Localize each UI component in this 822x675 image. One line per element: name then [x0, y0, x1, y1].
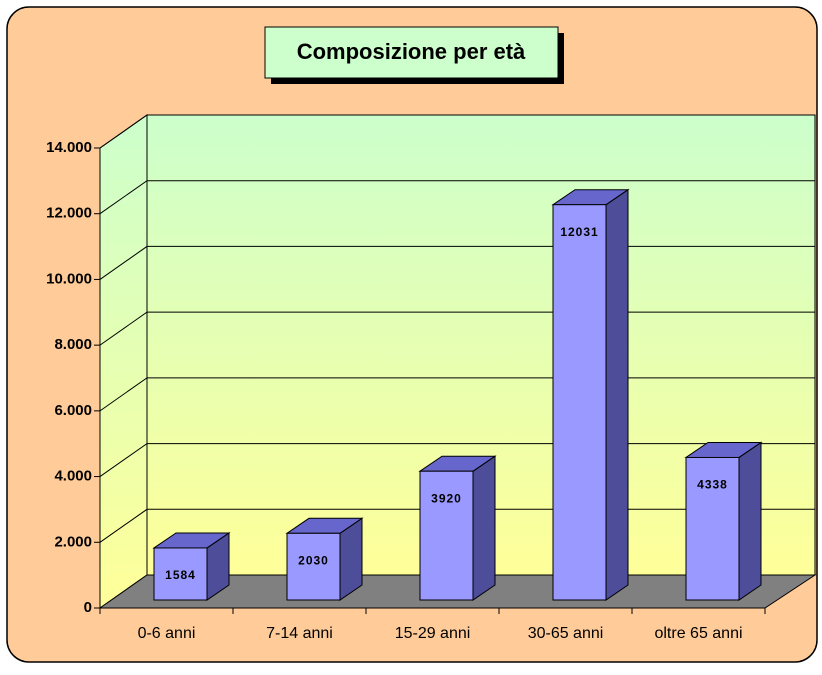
- bar-side: [472, 455, 496, 601]
- grid-line: [99, 180, 815, 215]
- y-tick-label: 2.000: [54, 533, 92, 550]
- title-box: [264, 26, 559, 79]
- y-tick-label: 0: [84, 599, 92, 616]
- bar: [153, 547, 208, 601]
- value-label: 1584: [165, 568, 196, 582]
- value-label: 3920: [431, 491, 462, 505]
- bar-side: [605, 188, 629, 601]
- y-tick-label: 14.000: [46, 139, 92, 156]
- x-tick-label: 30-65 anni: [528, 625, 604, 642]
- bar-side: [738, 441, 762, 601]
- y-tick-label: 8.000: [54, 336, 92, 353]
- chart-title: Composizione per età: [297, 39, 526, 64]
- bar: [685, 456, 740, 601]
- x-tick-label: oltre 65 anni: [654, 625, 742, 642]
- side-wall: [99, 114, 148, 609]
- y-tick-label: 6.000: [54, 402, 92, 419]
- y-tick-label: 12.000: [46, 205, 92, 222]
- value-label: 2030: [298, 553, 329, 567]
- y-tick-label: 10.000: [46, 270, 92, 287]
- y-tick-label: 4.000: [54, 468, 92, 485]
- bar: [419, 470, 474, 601]
- grid-line: [99, 114, 815, 149]
- value-label: 4338: [697, 478, 728, 492]
- x-tick-label: 0-6 anni: [138, 625, 196, 642]
- x-tick-label: 15-29 anni: [395, 625, 471, 642]
- value-label: 12031: [560, 225, 598, 239]
- plot-area: 0 2.000 4.000 6.000 8.000 10.000 12.000 14.000 0…: [46, 114, 817, 642]
- bar: [552, 204, 607, 601]
- x-tick-label: 7-14 anni: [266, 625, 333, 642]
- bar: [286, 532, 341, 601]
